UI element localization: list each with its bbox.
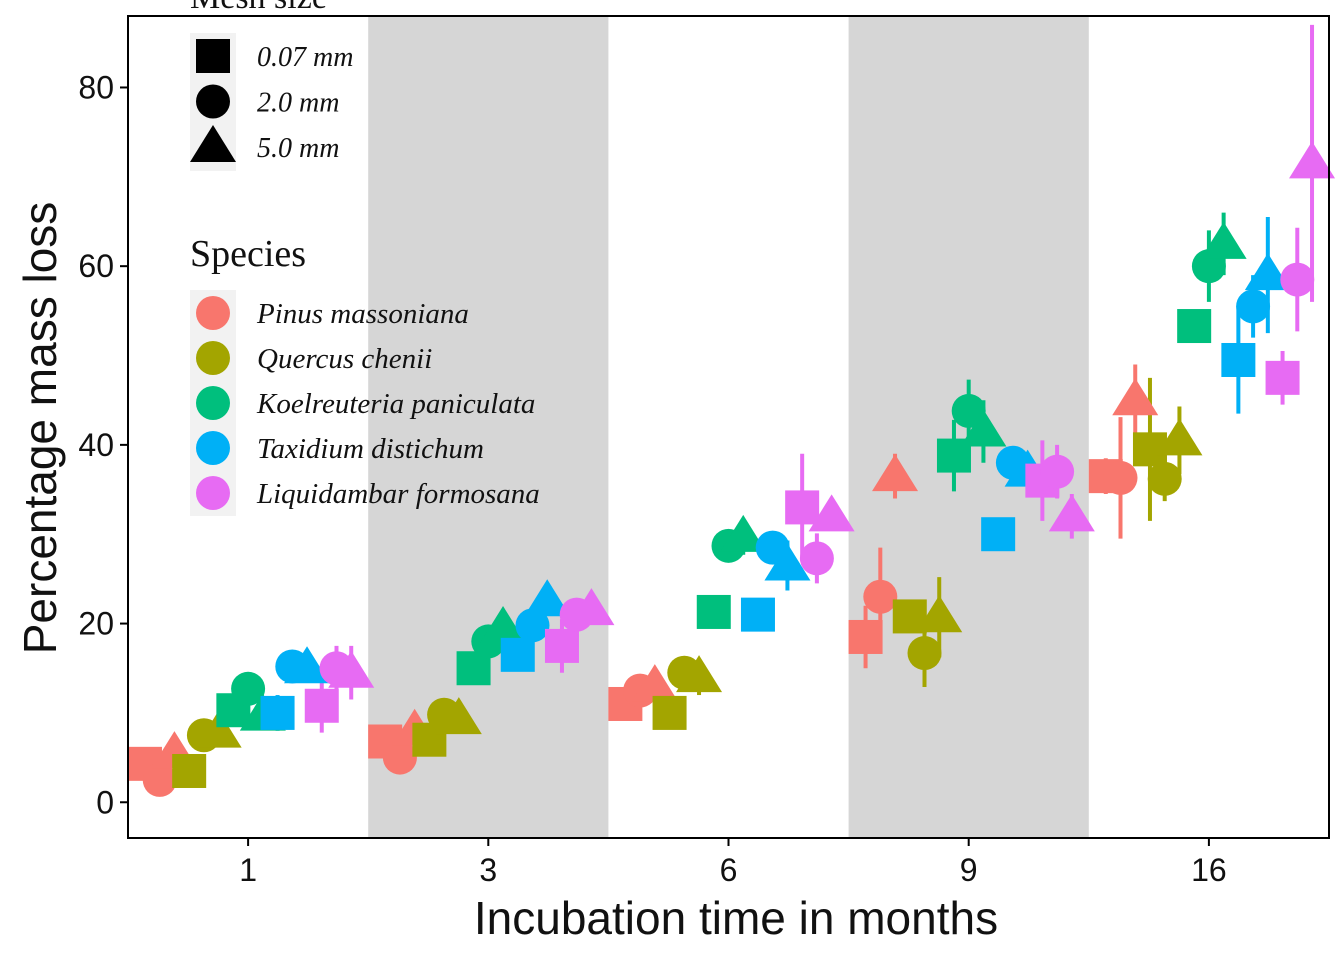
species-legend-label: Pinus massoniana [256,298,469,330]
x-tick-label: 6 [720,852,738,888]
species-legend-label: Liquidambar formosana [256,478,540,510]
species-legend: Species Pinus massoniana Quercus chenii Ko… [190,233,540,516]
y-tick-label: 0 [96,784,114,820]
species-legend-key [196,476,230,510]
data-point [1244,253,1291,291]
mesh-legend-key-circle [196,84,230,119]
species-legend-label: Quercus chenii [257,343,432,375]
data-point [740,597,775,632]
data-point [142,762,177,797]
data-point [284,646,331,684]
x-tick-label: 1 [239,852,257,888]
y-tick-label: 60 [78,248,114,284]
data-point [1265,360,1300,395]
data-point [1112,378,1159,416]
mesh-legend-label: 5.0 mm [257,133,339,164]
data-point [480,606,527,644]
data-point [764,543,811,581]
data-point [568,588,615,626]
data-point [304,688,339,723]
data-point [195,710,242,748]
data-point [1147,461,1182,496]
data-point [916,595,963,633]
x-axis: 1 3 6 9 16 [239,838,1227,888]
data-point [848,619,883,654]
species-legend-key [196,386,230,420]
species-legend-key [196,431,230,465]
data-point [1221,342,1256,377]
y-tick-label: 20 [78,606,114,642]
data-point [907,636,942,671]
x-tick-label: 9 [960,852,978,888]
data-point [652,695,687,730]
x-axis-label: Incubation time in months [474,892,998,944]
data-point [260,695,295,730]
data-point [524,579,571,617]
y-axis-label: Percentage mass loss [14,202,66,655]
data-point [951,393,986,428]
y-axis: 0 20 40 60 80 [78,69,128,820]
x-tick-label: 3 [479,852,497,888]
data-point [799,541,834,576]
data-point [720,514,767,552]
data-marks [127,24,1336,797]
shaded-band-3 [368,16,609,838]
species-legend-label: Taxidium distichum [257,433,484,465]
mesh-legend-label: 2.0 mm [257,88,339,119]
data-point [676,655,723,693]
mesh-legend-key-triangle [190,125,236,162]
data-point [544,628,579,663]
data-point [863,579,898,614]
data-point [808,494,855,532]
data-point [1280,262,1315,297]
data-point [500,637,535,672]
data-point [1177,309,1212,344]
data-point [328,650,375,688]
species-legend-key [196,296,230,330]
data-point [1103,460,1138,495]
x-tick-label: 16 [1191,852,1227,888]
y-tick-label: 40 [78,427,114,463]
data-point [1236,289,1271,324]
data-point [696,594,731,629]
data-point [872,454,919,492]
data-point [172,753,207,788]
data-point [1289,141,1336,179]
data-point [1048,494,1095,532]
data-point [1156,418,1203,456]
data-point [382,740,417,775]
species-legend-title: Species [190,233,306,275]
mesh-size-legend: Mesh size 0.07 mm 2.0 mm 5.0 mm [190,0,353,171]
data-point [515,608,550,643]
data-point [435,697,482,735]
data-point [960,409,1007,447]
points [127,141,1336,797]
species-legend-key [196,341,230,375]
y-tick-label: 80 [78,69,114,105]
data-point [1200,221,1247,259]
data-point [631,664,678,702]
data-point [981,517,1016,552]
species-legend-label: Koelreuteria paniculata [256,388,535,420]
mesh-legend-key-square [196,39,230,73]
mesh-legend-title: Mesh size [190,0,327,16]
data-point [231,671,266,706]
data-point [1040,454,1075,489]
data-point [785,490,820,525]
mesh-legend-label: 0.07 mm [257,42,353,73]
